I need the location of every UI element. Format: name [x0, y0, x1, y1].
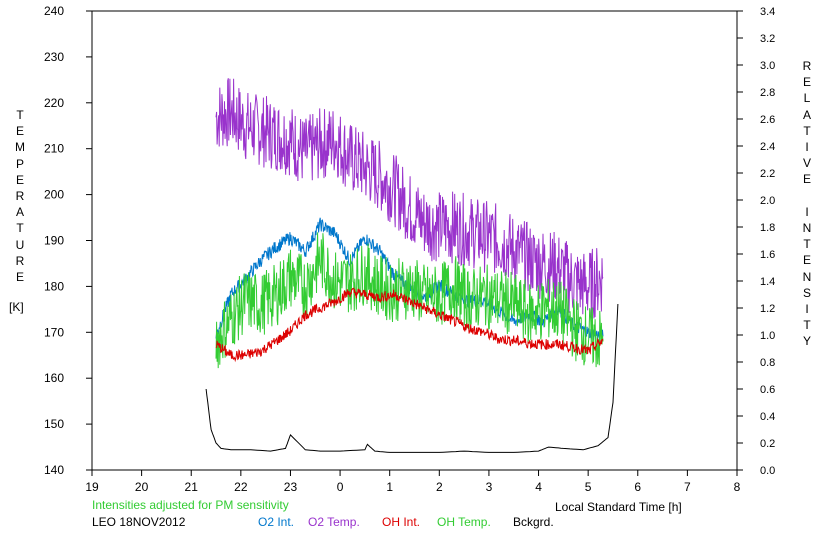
right-tick-label: 0.8 — [760, 357, 775, 369]
right-tick-label: 3.2 — [760, 33, 775, 45]
right-tick-label: 2.8 — [760, 87, 775, 99]
left-axis-unit: [K] — [9, 300, 24, 314]
left-axis-title-letter: P — [15, 156, 24, 171]
right-axis-title-letter: T — [803, 237, 811, 252]
legend-entry: O2 Temp. — [308, 515, 360, 529]
right-tick-label: 2.2 — [760, 168, 775, 180]
right-axis-title-letter: S — [802, 285, 811, 300]
left-axis-title-letter: E — [15, 124, 24, 139]
left-axis-title-letter: T — [16, 221, 24, 236]
left-tick-label: 160 — [44, 371, 64, 385]
right-tick-label: 1.4 — [760, 276, 775, 288]
series-line-o2-temp — [215, 78, 604, 319]
right-tick-label: 0.2 — [760, 438, 775, 450]
series-line-bckgrd — [205, 303, 619, 453]
x-tick-label: 8 — [734, 480, 741, 494]
left-tick-label: 200 — [44, 188, 64, 202]
right-tick-label: 1.0 — [760, 330, 775, 342]
right-tick-label: 0.6 — [760, 384, 775, 396]
right-axis-title-letter — [799, 188, 815, 204]
series-line-oh-temp — [215, 232, 604, 369]
right-tick-label: 3.0 — [760, 60, 775, 72]
left-tick-label: 150 — [44, 417, 64, 431]
right-tick-label: 3.4 — [760, 6, 775, 18]
x-tick-label: 22 — [234, 480, 248, 494]
left-axis-title-letter: R — [15, 189, 25, 204]
legend-entry: Bckgrd. — [513, 515, 554, 529]
adjustment-note: Intensities adjusted for PM sensitivity — [92, 498, 289, 512]
right-tick-label: 2.0 — [760, 195, 775, 207]
left-axis-title-letter: A — [15, 205, 24, 220]
left-axis-title-letter: E — [15, 270, 24, 285]
x-tick-label: 20 — [135, 480, 149, 494]
right-axis-title-letter: N — [802, 221, 812, 236]
left-axis-title-letter: M — [15, 140, 25, 155]
left-tick-label: 240 — [44, 4, 64, 18]
right-axis-title-letter: E — [802, 75, 811, 90]
x-tick-label: 21 — [185, 480, 199, 494]
right-axis-title-letter: A — [802, 107, 811, 122]
legend-entry: O2 Int. — [258, 515, 295, 529]
x-tick-label: 2 — [436, 480, 443, 494]
station-date-label: LEO 18NOV2012 — [92, 515, 186, 529]
x-tick-label: 0 — [337, 480, 344, 494]
left-axis-title-letter: R — [15, 253, 25, 268]
right-axis-title-letter: N — [802, 269, 812, 284]
x-tick-label: 5 — [585, 480, 592, 494]
right-tick-label: 2.4 — [760, 141, 775, 153]
right-axis-title-letter: I — [805, 140, 809, 155]
right-tick-label: 1.2 — [760, 303, 775, 315]
right-axis-title-letter: I — [805, 204, 809, 219]
right-axis-title-letter: I — [805, 302, 809, 317]
right-axis-title-letter: T — [803, 318, 811, 333]
right-tick-label: 1.6 — [760, 249, 775, 261]
x-tick-label: 7 — [684, 480, 691, 494]
right-tick-label: 2.6 — [760, 114, 775, 126]
right-axis-title-letter: V — [802, 156, 811, 171]
x-axis-title: Local Standard Time [h] — [555, 500, 682, 514]
left-tick-label: 170 — [44, 325, 64, 339]
right-axis-title-letter: Y — [802, 334, 811, 349]
right-axis-title-letter: R — [802, 59, 812, 73]
right-tick-label: 0.4 — [760, 411, 775, 423]
left-tick-label: 180 — [44, 279, 64, 293]
right-tick-label: 1.8 — [760, 222, 775, 234]
right-axis-title-letter: T — [803, 123, 811, 138]
right-axis-title-letter: E — [802, 253, 811, 268]
right-tick-label: 0.0 — [760, 465, 775, 477]
left-tick-label: 220 — [44, 96, 64, 110]
series-line-oh-int — [215, 287, 604, 363]
left-tick-label: 230 — [44, 50, 64, 64]
right-axis-title-letter: E — [802, 172, 811, 187]
left-tick-label: 210 — [44, 142, 64, 156]
left-tick-label: 190 — [44, 234, 64, 248]
x-tick-label: 4 — [535, 480, 542, 494]
left-axis-title-letter: T — [16, 108, 24, 122]
left-axis-title-letter: E — [15, 172, 24, 187]
left-tick-label: 140 — [44, 463, 64, 477]
x-tick-label: 1 — [386, 480, 393, 494]
legend-entry: OH Int. — [382, 515, 421, 529]
x-tick-label: 19 — [85, 480, 99, 494]
x-tick-label: 3 — [486, 480, 493, 494]
right-axis-title-letter: L — [803, 91, 811, 106]
x-tick-label: 6 — [634, 480, 641, 494]
legend-entry: OH Temp. — [437, 515, 491, 529]
x-tick-label: 23 — [284, 480, 298, 494]
left-axis-title-letter: U — [15, 237, 25, 252]
